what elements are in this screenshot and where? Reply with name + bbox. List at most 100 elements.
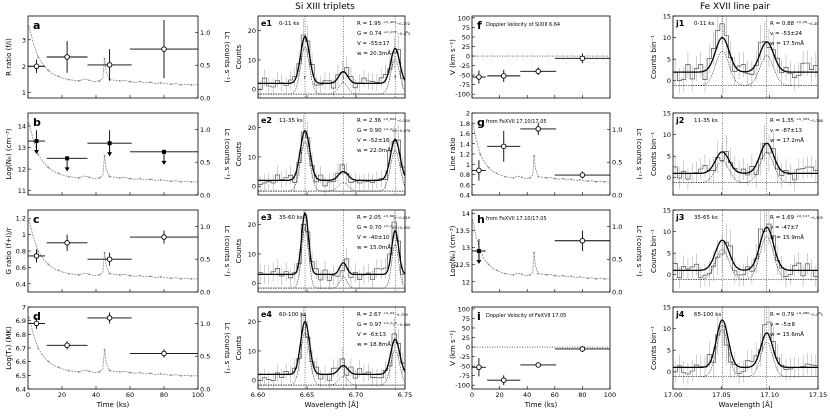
light-curve-point — [129, 372, 131, 374]
light-curve-point — [109, 273, 111, 275]
data-point — [107, 257, 112, 262]
light-curve-point — [504, 273, 506, 275]
light-curve-point — [27, 313, 29, 315]
light-curve-point — [37, 56, 39, 58]
y-tick-label: -75 — [459, 81, 470, 89]
axes-frame — [258, 113, 405, 195]
light-curve-point — [170, 374, 172, 376]
panel-e2: 01020Countse2 11-35 ks R = 2.36 ⁺⁰·⁸⁰⁴₋₀.₅… — [235, 113, 411, 195]
y-tick-label: 10 — [248, 347, 256, 355]
interval-label: 0-11 ks — [279, 21, 299, 27]
fit-stat: v = -53±24 — [770, 31, 802, 37]
data-point — [477, 75, 482, 80]
y-tick-label: 1.2 — [460, 151, 470, 159]
lc-tick-label: 0.0 — [200, 289, 210, 297]
light-curve-point — [562, 275, 564, 277]
total-model — [258, 322, 405, 375]
panel-note: Doppler Velocity of FeXVII 17.05 — [486, 313, 566, 319]
data-point — [65, 55, 70, 60]
light-curve-point — [37, 347, 39, 349]
light-curve-point — [37, 250, 39, 252]
interval-label: 35-65 ks — [694, 215, 718, 221]
lc-tick-label: 0.0 — [200, 192, 210, 200]
light-curve-point — [521, 273, 523, 275]
panel-b: 11 12 13 14 Log(Nₑ) (cm⁻³) b 0.0 0.5 1.0 Lc (coun… — [5, 113, 231, 200]
fit-stat: w = 22.0mÅ — [357, 147, 391, 154]
light-curve-point — [496, 269, 498, 271]
line-id-label: f — [394, 75, 397, 81]
light-curve-point — [160, 82, 162, 84]
y-axis-label: Log(Nₑ) (cm⁻³) — [449, 225, 457, 276]
panel-e1: 01020Countse1 0-11 ksr i fR = 1.95 ⁺⁰·⁴²¹₋₀… — [235, 16, 410, 98]
interval-label: 35-60 ks — [279, 215, 303, 221]
y-tick-label: 0 — [252, 86, 256, 94]
si-section-title: Si XIII triplets — [295, 2, 355, 12]
x-tick-label: 80 — [160, 391, 168, 399]
panel-note: from FeXVII 17.10/17.05 — [486, 216, 547, 222]
lc-tick-label: 1.0 — [612, 223, 622, 231]
light-curve-point — [190, 278, 192, 280]
y-tick-label: 6.7 — [16, 345, 26, 353]
y-tick-label: 20 — [248, 221, 256, 229]
y-axis-label: Counts bin⁻¹ — [650, 229, 658, 273]
total-model — [258, 213, 405, 274]
light-curve-point — [119, 80, 121, 82]
data-point — [34, 321, 39, 326]
x-axis-label: Wavelength [Å] — [718, 400, 772, 409]
light-curve-point — [58, 269, 60, 271]
data-point — [536, 69, 541, 74]
light-curve-point — [58, 366, 60, 368]
y-tick-label: 7 — [22, 304, 26, 312]
y-tick-label: 1.8 — [460, 120, 470, 128]
y-tick-label: 0.8 — [460, 171, 470, 179]
interval-label: 11-35 ks — [694, 118, 718, 124]
panel-i: -100-75-50-2502550751000 20 40 60 80 100Time … — [449, 305, 616, 409]
light-curve-point — [129, 81, 131, 83]
y-tick-label: 10 — [248, 56, 256, 64]
lc-tick-label: 0.0 — [200, 386, 210, 394]
light-curve-point — [27, 22, 29, 24]
data-point — [34, 64, 39, 69]
data-point — [477, 168, 482, 173]
y-tick-label: 1.6 — [460, 130, 470, 138]
light-curve-point — [104, 349, 106, 351]
y-tick-label: 0 — [667, 271, 671, 279]
data-point — [35, 139, 39, 143]
data-point — [580, 173, 585, 178]
spectrum-histogram — [673, 322, 818, 374]
y-tick-label: 0 — [252, 377, 256, 385]
light-curve-point — [479, 153, 481, 155]
y-axis-label: Counts bin⁻¹ — [650, 35, 658, 79]
y-tick-label: 10 — [248, 153, 256, 161]
panel-j4: 0 5 10 15 17.00 17.05 17.10 17.15 Wavelength [Å]… — [650, 304, 827, 410]
light-curve-point — [109, 176, 111, 178]
component-model — [258, 150, 405, 191]
data-point — [501, 144, 506, 149]
light-curve-point — [604, 181, 606, 183]
y-tick-label: 0 — [252, 280, 256, 288]
y-tick-label: 5 — [667, 56, 671, 64]
light-curve-point — [513, 274, 515, 276]
fit-stat: R = 0.88 ⁺⁰·²⁶₋₀.₂₀ — [770, 20, 819, 27]
fit-stat: w = 15.9mÅ — [770, 234, 804, 241]
y-axis-label: Counts — [235, 335, 243, 360]
panel-g: 0.40.60.811.21.41.61.82Line ratiog from F… — [449, 110, 643, 200]
x-tick-label: 40 — [523, 391, 531, 399]
light-curve-point — [68, 370, 70, 372]
panel-label: j3 — [675, 213, 684, 222]
lc-tick-label: 0.5 — [200, 256, 210, 264]
panel-label: i — [477, 310, 481, 323]
interval-label: 0-11 ks — [694, 21, 714, 27]
light-curve-point — [170, 277, 172, 279]
x-tick-label: 80 — [578, 391, 586, 399]
y-tick-label: 0 — [667, 368, 671, 376]
fit-stat: w = 17.2mÅ — [770, 137, 804, 144]
data-point — [580, 238, 585, 243]
light-curve-point — [504, 176, 506, 178]
y-tick-label: -25 — [459, 353, 470, 361]
light-curve-point — [537, 176, 539, 178]
light-curve-point — [119, 274, 121, 276]
upper-limit-arrow — [65, 167, 70, 171]
fit-stat: R = 2.67 ⁺⁰·⁹⁴⁲₋₀.₇₀₉ — [357, 311, 408, 318]
line-id-label: i — [342, 75, 344, 81]
